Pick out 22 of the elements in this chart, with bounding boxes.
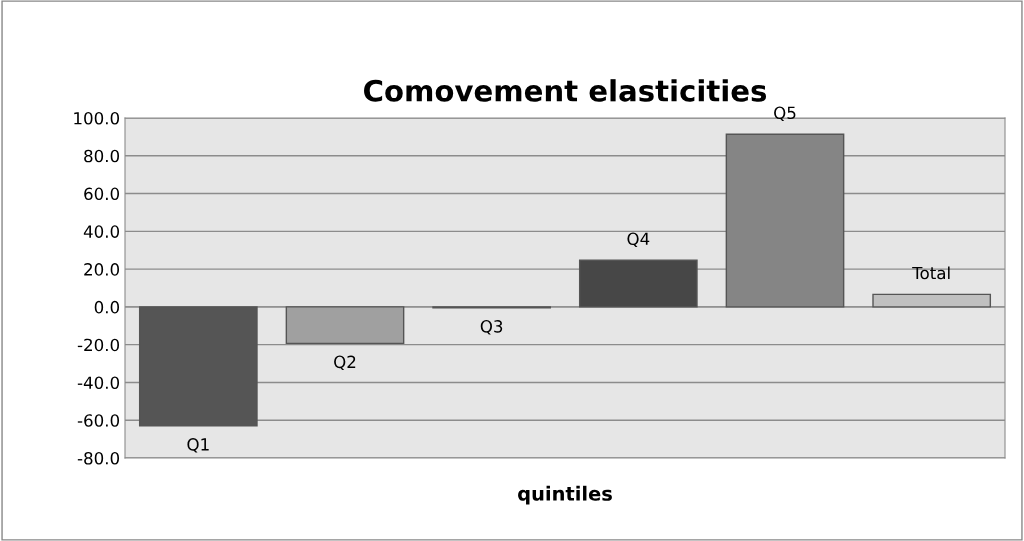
x-tick-label: Q5 — [774, 106, 796, 122]
bar — [872, 293, 992, 308]
y-tick-label: 80.0 — [84, 149, 120, 163]
x-tick-label: Q3 — [480, 320, 503, 335]
x-axis-title: quintiles — [518, 485, 612, 505]
x-tick-label: Total — [912, 266, 950, 280]
y-tick-label: 0.0 — [94, 300, 120, 314]
x-tick-label: Q2 — [334, 355, 356, 371]
y-tick-label: 60.0 — [84, 187, 120, 201]
y-tick-label: -60.0 — [77, 414, 120, 427]
x-tick-label: Q4 — [627, 232, 650, 248]
y-tick-label: 100.0 — [74, 111, 120, 125]
bar — [138, 306, 258, 427]
bar — [285, 306, 405, 345]
bar — [578, 259, 698, 308]
y-tick-label: 40.0 — [83, 225, 120, 238]
x-tick-label: Q1 — [187, 438, 209, 453]
y-tick-label: 20.0 — [84, 263, 120, 276]
y-tick-label: -40.0 — [77, 376, 120, 390]
y-tick-label: -80.0 — [77, 451, 120, 465]
y-tick-label: -20.0 — [77, 338, 120, 352]
chart-title: Comovement elasticities — [364, 79, 767, 102]
